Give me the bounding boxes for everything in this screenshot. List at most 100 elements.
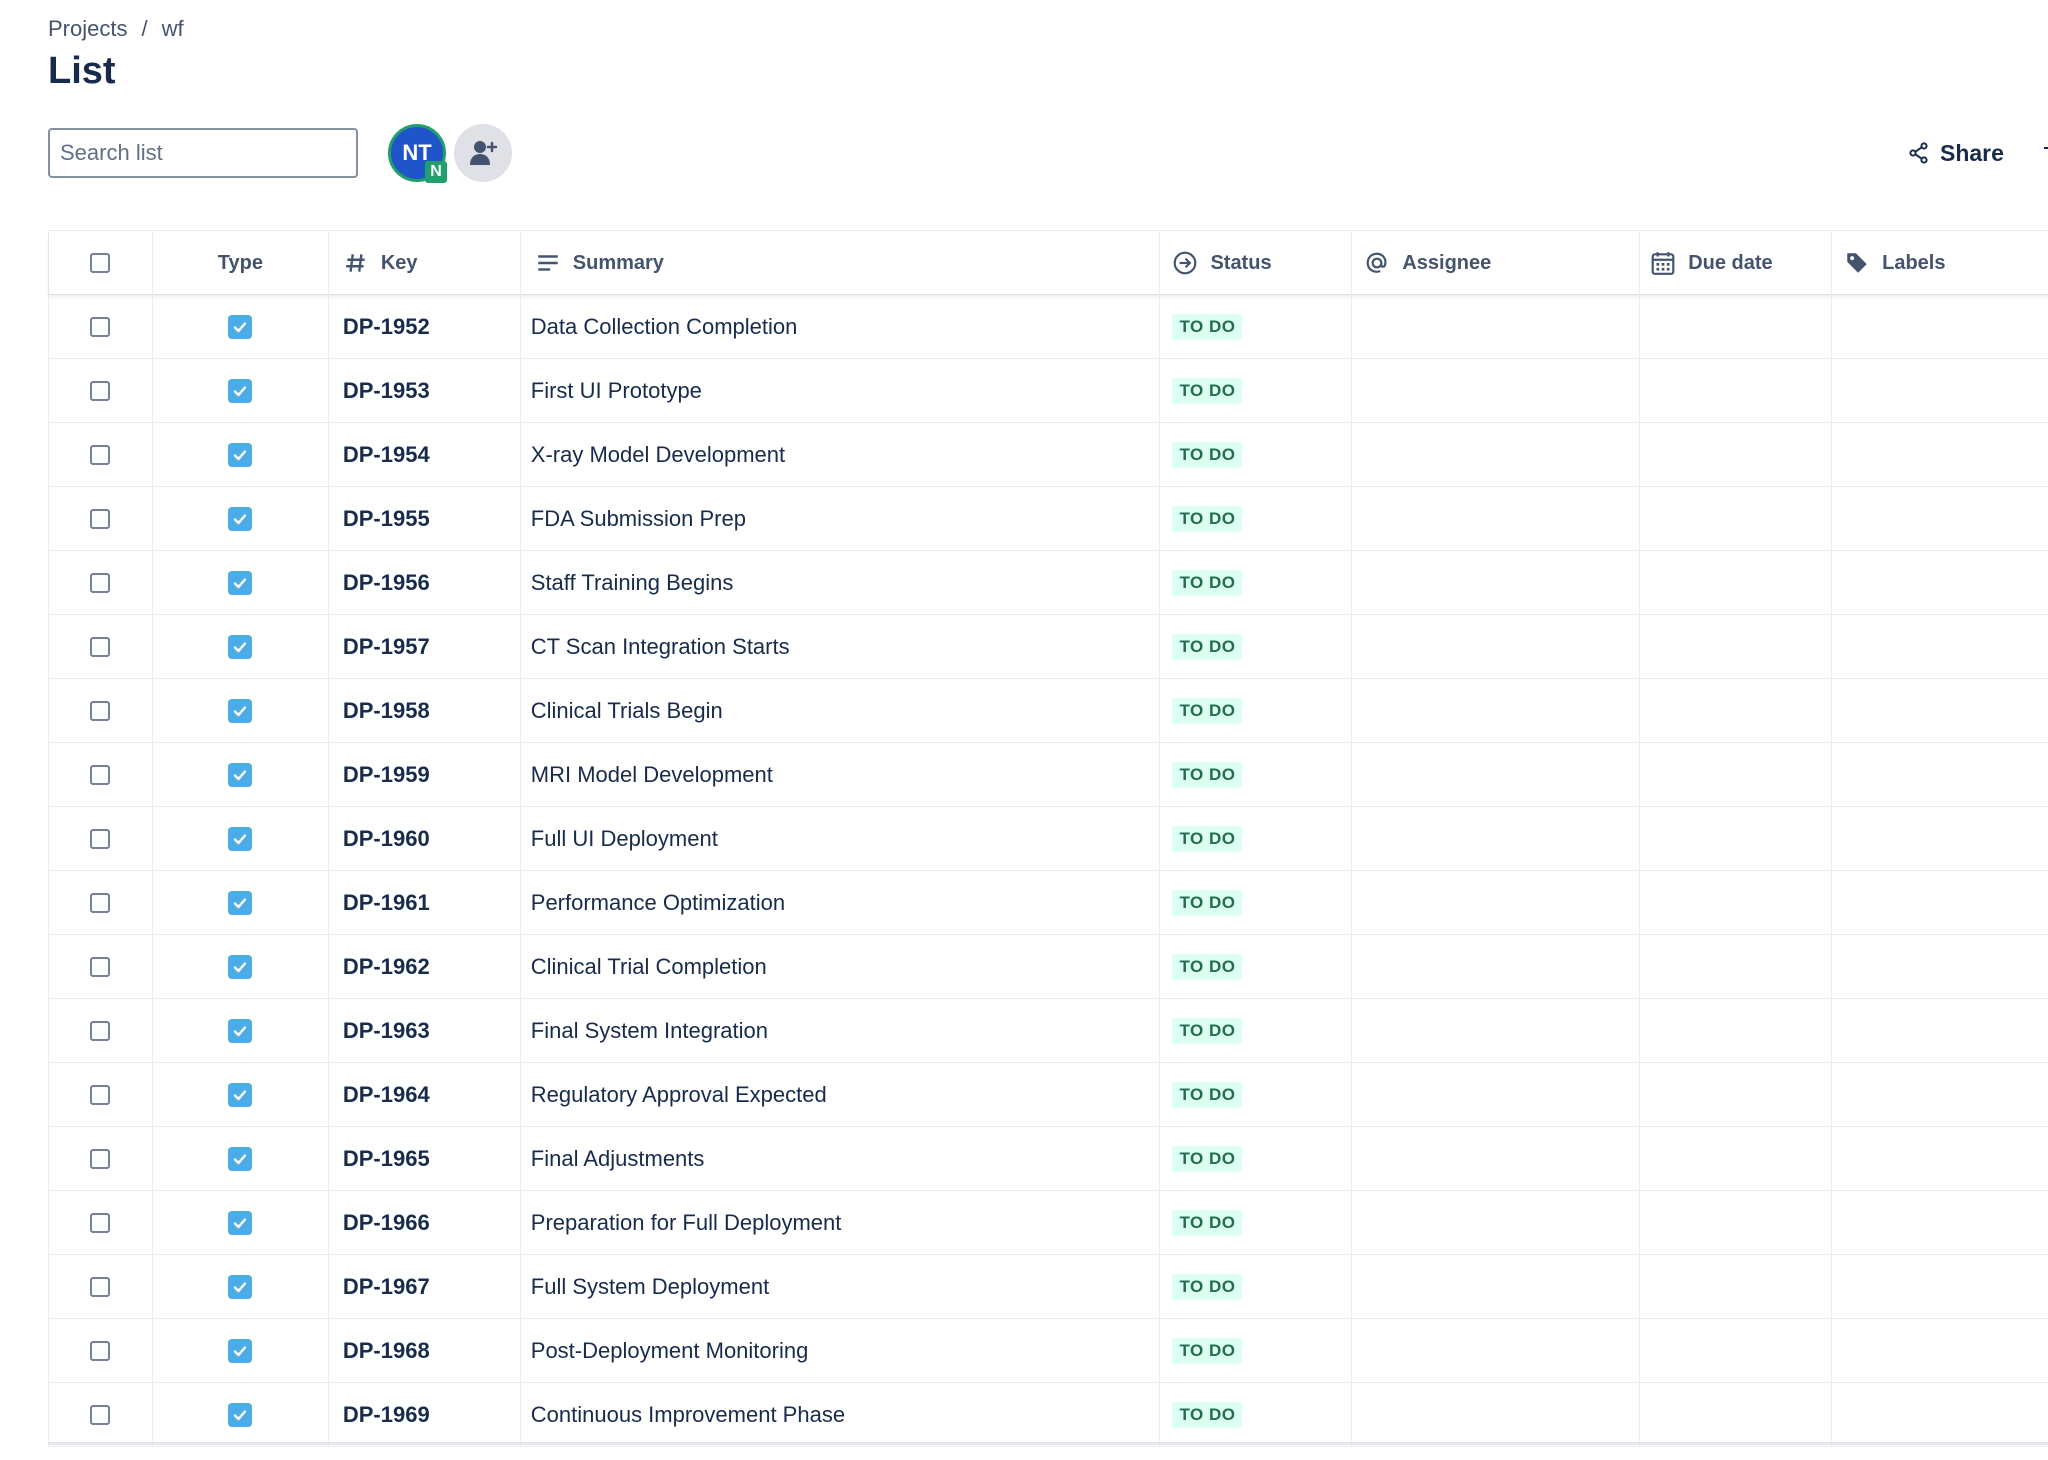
row-summary-cell[interactable]: Full UI Deployment [521,807,1161,871]
table-row[interactable]: DP-1952 Data Collection Completion TO DO [49,295,2048,359]
status-badge[interactable]: TO DO [1172,314,1243,340]
row-assignee-cell[interactable] [1352,679,1641,743]
issue-key-link[interactable]: DP-1952 [342,314,430,339]
row-labels-cell[interactable] [1832,1127,2048,1191]
row-checkbox[interactable] [90,1021,111,1041]
row-assignee-cell[interactable] [1352,871,1641,935]
row-labels-cell[interactable] [1832,295,2048,359]
row-assignee-cell[interactable] [1352,1191,1641,1255]
select-all-checkbox[interactable] [90,253,111,273]
issue-key-link[interactable]: DP-1956 [342,570,430,595]
status-badge[interactable]: TO DO [1172,378,1243,404]
row-due-date-cell[interactable] [1640,1255,1833,1319]
row-summary-cell[interactable]: MRI Model Development [521,743,1161,807]
task-type-icon[interactable] [228,1403,253,1427]
column-header-key[interactable]: Key [329,231,521,295]
issue-summary[interactable]: FDA Submission Prep [530,506,746,531]
row-checkbox[interactable] [90,509,111,529]
row-assignee-cell[interactable] [1352,935,1641,999]
issue-key-link[interactable]: DP-1967 [342,1274,430,1299]
row-assignee-cell[interactable] [1352,1127,1641,1191]
avatar[interactable]: NT N [388,124,447,183]
row-checkbox[interactable] [90,1405,111,1425]
row-due-date-cell[interactable] [1640,615,1833,679]
task-type-icon[interactable] [228,1147,253,1171]
row-assignee-cell[interactable] [1352,807,1641,871]
task-type-icon[interactable] [228,1083,253,1107]
row-checkbox[interactable] [90,1341,111,1361]
task-type-icon[interactable] [228,571,253,595]
task-type-icon[interactable] [228,1339,253,1363]
row-due-date-cell[interactable] [1640,423,1833,487]
row-labels-cell[interactable] [1832,1255,2048,1319]
status-badge[interactable]: TO DO [1172,1274,1243,1300]
status-badge[interactable]: TO DO [1172,890,1243,916]
issue-key-link[interactable]: DP-1955 [342,506,430,531]
issue-summary[interactable]: Post-Deployment Monitoring [530,1338,809,1363]
table-row[interactable]: DP-1966 Preparation for Full Deployment … [49,1191,2048,1255]
issue-key-link[interactable]: DP-1953 [342,378,430,403]
row-checkbox[interactable] [90,1149,111,1169]
row-labels-cell[interactable] [1832,935,2048,999]
issue-key-link[interactable]: DP-1958 [342,698,430,723]
row-checkbox[interactable] [90,1085,111,1105]
row-due-date-cell[interactable] [1640,871,1833,935]
row-summary-cell[interactable]: Continuous Improvement Phase [521,1383,1161,1447]
status-badge[interactable]: TO DO [1172,762,1243,788]
table-row[interactable]: DP-1960 Full UI Deployment TO DO [49,807,2048,871]
row-due-date-cell[interactable] [1640,1127,1833,1191]
column-header-due-date[interactable]: Due date [1640,231,1833,295]
row-labels-cell[interactable] [1832,1383,2048,1447]
issue-summary[interactable]: Continuous Improvement Phase [530,1402,846,1427]
row-labels-cell[interactable] [1832,679,2048,743]
row-checkbox[interactable] [90,957,111,977]
status-badge[interactable]: TO DO [1172,570,1243,596]
column-header-status[interactable]: Status [1160,231,1353,295]
row-assignee-cell[interactable] [1352,1319,1641,1383]
row-labels-cell[interactable] [1832,423,2048,487]
row-due-date-cell[interactable] [1640,743,1833,807]
status-badge[interactable]: TO DO [1172,698,1243,724]
issue-key-link[interactable]: DP-1964 [342,1082,430,1107]
row-summary-cell[interactable]: Final System Integration [521,999,1161,1063]
row-due-date-cell[interactable] [1640,999,1833,1063]
column-header-labels[interactable]: Labels [1832,231,2048,295]
issue-summary[interactable]: MRI Model Development [530,762,773,787]
status-badge[interactable]: TO DO [1172,1210,1243,1236]
row-summary-cell[interactable]: FDA Submission Prep [521,487,1161,551]
row-checkbox[interactable] [90,317,111,337]
issue-summary[interactable]: Regulatory Approval Expected [530,1082,827,1107]
table-row[interactable]: DP-1969 Continuous Improvement Phase TO … [49,1383,2048,1447]
row-summary-cell[interactable]: Staff Training Begins [521,551,1161,615]
row-checkbox[interactable] [90,637,111,657]
row-assignee-cell[interactable] [1352,615,1641,679]
status-badge[interactable]: TO DO [1172,1402,1243,1428]
issue-key-link[interactable]: DP-1959 [342,762,430,787]
row-summary-cell[interactable]: Data Collection Completion [521,295,1161,359]
row-labels-cell[interactable] [1832,615,2048,679]
issue-summary[interactable]: Full UI Deployment [530,826,718,851]
task-type-icon[interactable] [228,955,253,979]
search-input[interactable] [60,140,348,166]
status-badge[interactable]: TO DO [1172,634,1243,660]
task-type-icon[interactable] [228,635,253,659]
table-row[interactable]: DP-1964 Regulatory Approval Expected TO … [49,1063,2048,1127]
table-row[interactable]: DP-1961 Performance Optimization TO DO [49,871,2048,935]
status-badge[interactable]: TO DO [1172,1018,1243,1044]
share-button[interactable]: Share [1898,133,2014,173]
row-due-date-cell[interactable] [1640,679,1833,743]
table-row[interactable]: DP-1956 Staff Training Begins TO DO [49,551,2048,615]
issue-summary[interactable]: X-ray Model Development [530,442,786,467]
row-due-date-cell[interactable] [1640,487,1833,551]
row-summary-cell[interactable]: First UI Prototype [521,359,1161,423]
task-type-icon[interactable] [228,1211,253,1235]
row-assignee-cell[interactable] [1352,1383,1641,1447]
row-assignee-cell[interactable] [1352,1255,1641,1319]
breadcrumb-project-wf[interactable]: wf [161,16,184,41]
row-labels-cell[interactable] [1832,551,2048,615]
table-row[interactable]: DP-1953 First UI Prototype TO DO [49,359,2048,423]
row-labels-cell[interactable] [1832,807,2048,871]
row-assignee-cell[interactable] [1352,487,1641,551]
row-assignee-cell[interactable] [1352,295,1641,359]
row-summary-cell[interactable]: CT Scan Integration Starts [521,615,1161,679]
